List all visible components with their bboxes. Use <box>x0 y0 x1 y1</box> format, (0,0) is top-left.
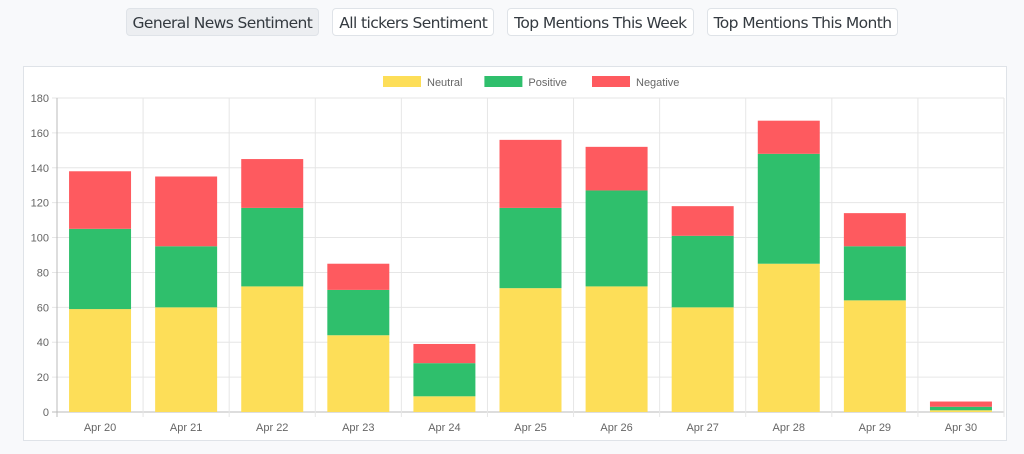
y-tick-label: 160 <box>31 128 49 140</box>
x-tick-label: Apr 23 <box>342 422 374 434</box>
bar-negative <box>757 120 820 154</box>
bar-negative <box>671 206 734 236</box>
bar-neutral <box>671 307 734 412</box>
bar-neutral <box>69 309 132 412</box>
bar-positive <box>499 207 562 289</box>
bar-positive <box>585 190 648 287</box>
bar-positive <box>69 228 132 310</box>
bar-neutral <box>241 286 304 412</box>
bar-neutral <box>929 410 992 412</box>
sentiment-chart: 0 20 40 60 80 100 120 140 160 180 Apr 20 Apr 21 Apr … <box>31 76 1005 434</box>
x-tick-label: Apr 25 <box>514 422 546 434</box>
x-tick-label: Apr 29 <box>859 422 891 434</box>
y-tick-label: 60 <box>37 302 49 314</box>
bar-positive <box>327 289 390 336</box>
legend-swatch-negative <box>592 76 630 87</box>
x-tick-label: Apr 24 <box>428 422 460 434</box>
bar-negative <box>155 176 218 247</box>
x-tick-label: Apr 26 <box>600 422 632 434</box>
legend-swatch-positive <box>484 76 523 87</box>
y-tick-label: 0 <box>43 407 49 419</box>
y-tick-label: 180 <box>31 93 49 105</box>
tab-general-news-sentiment[interactable]: General News Sentiment <box>125 8 320 36</box>
x-tick-label: Apr 30 <box>945 422 977 434</box>
y-tick-label: 100 <box>31 233 49 245</box>
x-tick-label: Apr 21 <box>170 422 202 434</box>
bar-positive <box>155 246 218 308</box>
bar-neutral <box>327 335 390 412</box>
bar-positive <box>413 363 476 397</box>
bar-neutral <box>843 300 906 412</box>
tab-top-mentions-month[interactable]: Top Mentions This Month <box>706 8 899 36</box>
bar-neutral <box>585 286 648 412</box>
bar-negative <box>69 171 132 229</box>
legend-label-negative: Negative <box>636 77 679 89</box>
x-tick-label: Apr 28 <box>773 422 805 434</box>
tab-bar: General News Sentiment All tickers Senti… <box>0 8 1024 36</box>
bar-positive <box>757 153 820 264</box>
chart-card: 0 20 40 60 80 100 120 140 160 180 Apr 20 Apr 21 Apr … <box>23 66 1007 441</box>
x-tick-label: Apr 27 <box>686 422 718 434</box>
tab-all-tickers-sentiment[interactable]: All tickers Sentiment <box>332 8 495 36</box>
bar-positive <box>241 207 304 287</box>
y-tick-label: 40 <box>37 337 49 349</box>
bar-negative <box>929 401 992 407</box>
bar-positive <box>671 235 734 308</box>
y-tick-label: 120 <box>31 198 49 210</box>
legend-swatch-neutral <box>383 76 421 87</box>
bar-neutral <box>757 263 820 412</box>
bar-negative <box>413 343 476 364</box>
legend-label-positive: Positive <box>528 77 567 89</box>
bar-positive <box>929 406 992 411</box>
x-tick-label: Apr 20 <box>84 422 116 434</box>
x-tick-label: Apr 22 <box>256 422 288 434</box>
y-tick-label: 20 <box>37 372 49 384</box>
y-tick-label: 140 <box>31 163 49 175</box>
bar-negative <box>327 263 390 290</box>
y-tick-label: 80 <box>37 267 49 279</box>
bar-negative <box>241 159 304 208</box>
bar-neutral <box>155 307 218 412</box>
bar-negative <box>843 213 906 247</box>
tab-top-mentions-week[interactable]: Top Mentions This Week <box>507 8 694 36</box>
bar-neutral <box>499 288 562 412</box>
legend-label-neutral: Neutral <box>427 77 462 89</box>
bar-positive <box>843 246 906 301</box>
bar-negative <box>585 146 648 191</box>
bar-negative <box>499 139 562 208</box>
bar-neutral <box>413 396 476 412</box>
